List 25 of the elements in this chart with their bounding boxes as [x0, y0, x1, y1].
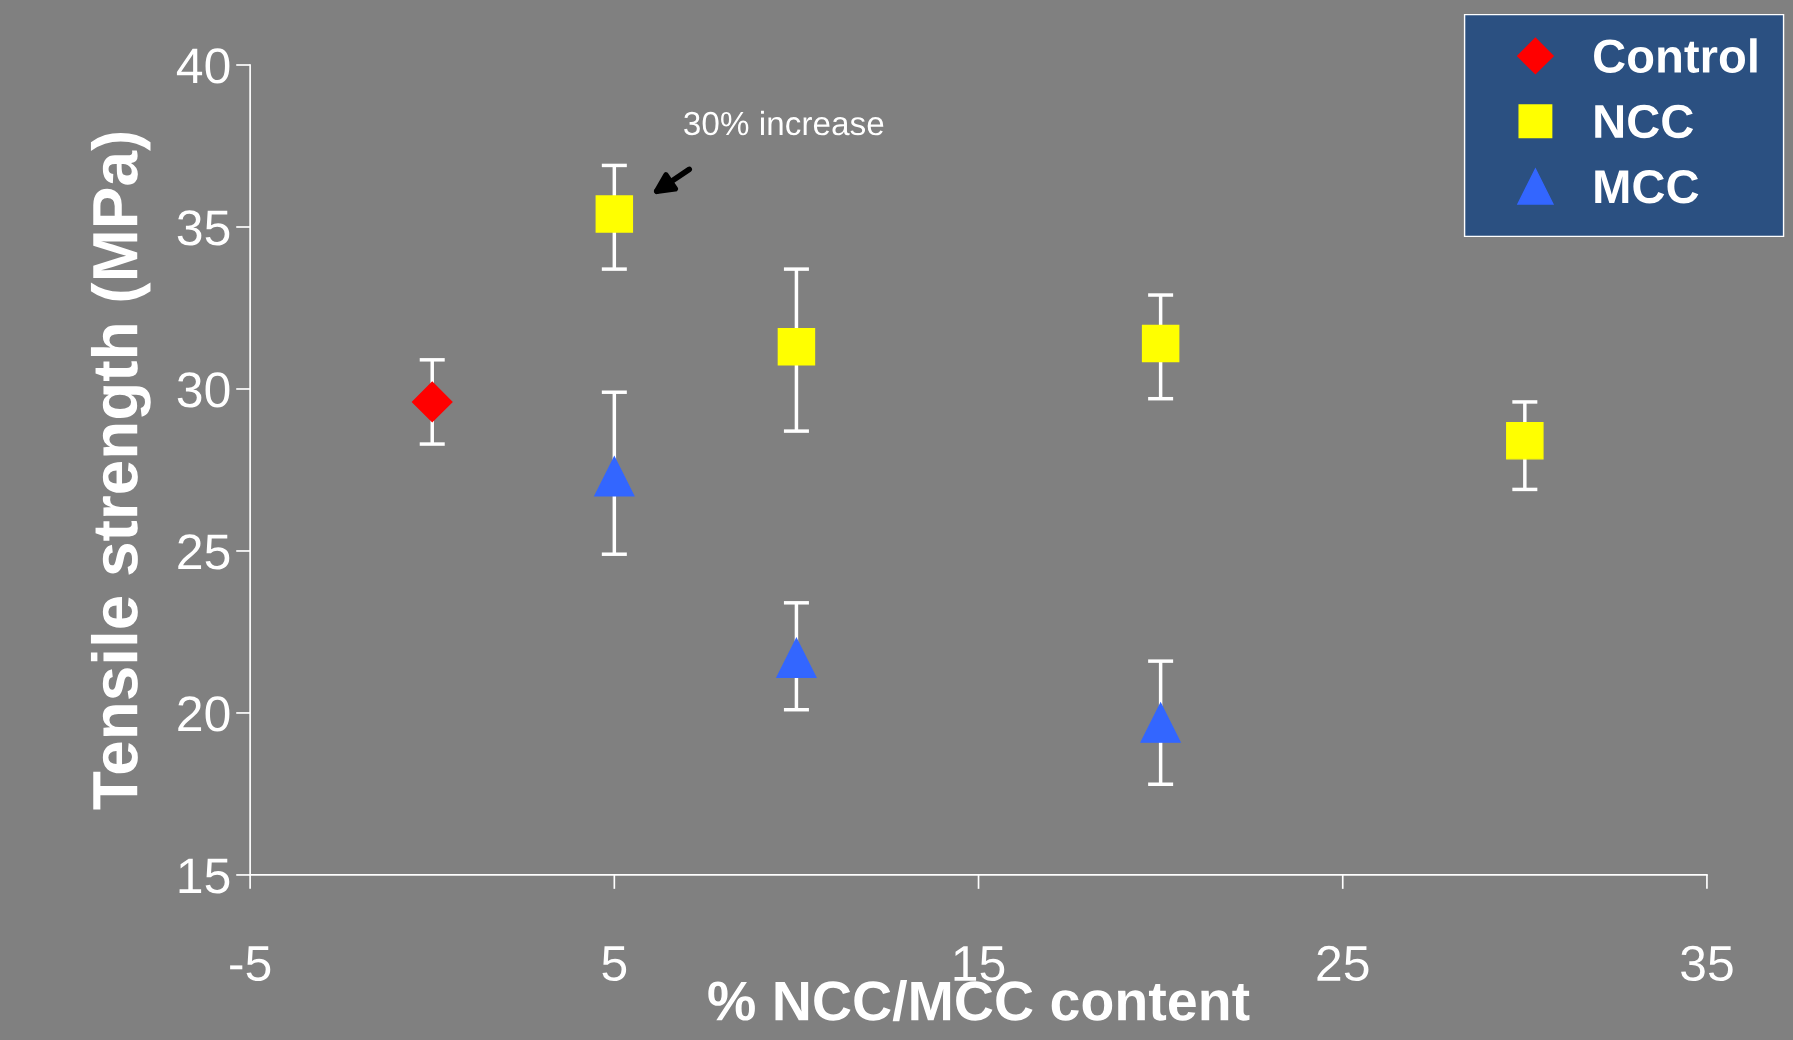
y-tick-label: 35 — [177, 210, 230, 246]
y-tick-label: 40 — [176, 48, 230, 84]
point — [1141, 324, 1180, 363]
x-tick-label: 5 — [602, 946, 627, 982]
legend-label: Control — [1594, 38, 1757, 73]
point — [776, 637, 817, 679]
point — [1506, 422, 1544, 460]
y-tick-label: 30 — [177, 372, 230, 408]
point — [777, 328, 816, 366]
x-tick-label: 15 — [954, 946, 1005, 982]
y-tick-label: 25 — [178, 534, 230, 570]
point — [595, 195, 634, 233]
point — [1140, 702, 1181, 743]
x-axis-title: % NCC/MCC content — [708, 979, 1250, 1022]
y-tick-label: 15 — [179, 858, 230, 894]
annotation: 30% increase — [684, 110, 884, 136]
x-tick-label: 25 — [1317, 945, 1369, 982]
legend-label: NCC — [1595, 104, 1694, 139]
x-tick-label: 35 — [1681, 945, 1733, 982]
point — [411, 381, 453, 423]
legend-label: MCC — [1595, 170, 1699, 204]
y-axis-title: Tensile strength (MPa) — [90, 132, 151, 810]
point — [594, 456, 635, 497]
x-tick-label: -5 — [230, 946, 271, 982]
y-tick-label: 20 — [178, 696, 230, 732]
